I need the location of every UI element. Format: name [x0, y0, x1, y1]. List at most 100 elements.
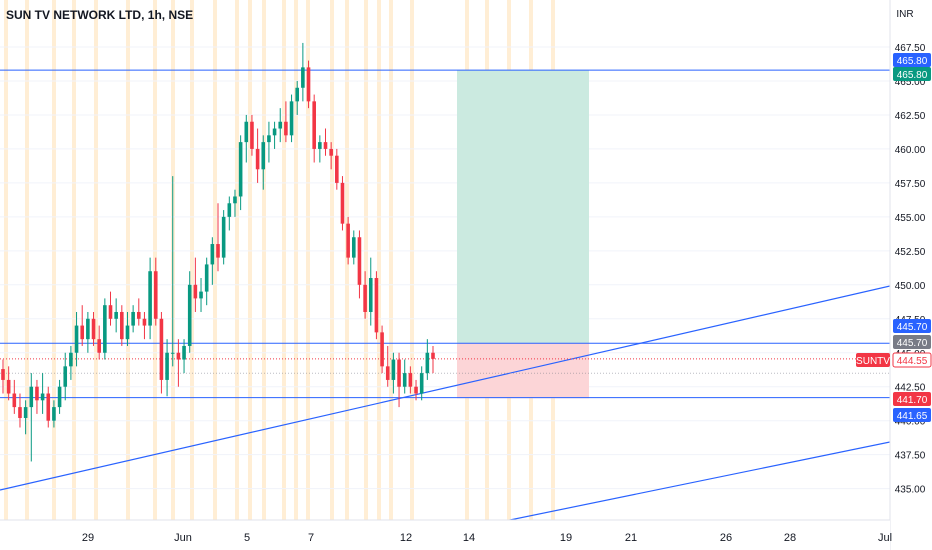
price-label-box: [893, 53, 931, 67]
candle-body: [210, 244, 215, 265]
price-label-text: 444.55: [897, 356, 928, 367]
price-axis-bg: [890, 0, 932, 550]
trend-line-lower: [504, 441, 891, 522]
candle-body: [35, 386, 39, 401]
y-tick-label: 467.50: [895, 43, 926, 54]
candle-body: [153, 271, 158, 319]
target-zone: [457, 70, 589, 344]
y-tick-label: 450.00: [895, 281, 926, 292]
candle-body: [278, 121, 283, 129]
session-band: [410, 0, 414, 520]
session-band: [153, 0, 157, 520]
candle-body: [335, 155, 339, 183]
candle-body: [340, 182, 345, 224]
candle-body: [346, 223, 350, 258]
candle-body: [18, 407, 22, 418]
candle-body: [227, 203, 232, 217]
session-band: [72, 0, 76, 520]
candle-body: [142, 318, 147, 326]
candle-body: [374, 278, 379, 333]
candle-body: [74, 325, 79, 353]
time-axis-bg: [0, 520, 890, 550]
candle-body: [414, 386, 418, 394]
candle-body: [165, 352, 169, 380]
y-tick-label: 452.50: [895, 247, 926, 258]
candle-body: [216, 244, 220, 258]
candle-body: [52, 407, 56, 421]
x-tick-label: 21: [625, 532, 637, 544]
x-tick-label: 19: [560, 532, 572, 544]
price-label-text: 441.70: [897, 395, 928, 406]
candle-body: [284, 121, 288, 136]
candle-body: [238, 142, 243, 197]
session-band: [294, 0, 298, 520]
session-band: [235, 0, 239, 520]
candle-body: [120, 311, 124, 340]
candle-body: [368, 278, 373, 312]
candle-body: [385, 366, 390, 380]
y-tick-label: 462.50: [895, 111, 926, 122]
x-tick-label: 5: [244, 532, 250, 544]
x-tick-label: 26: [720, 532, 732, 544]
candle-body: [329, 148, 333, 156]
price-label-box: [893, 67, 931, 81]
candle-body: [408, 373, 413, 387]
candle-body: [255, 148, 260, 170]
candle-body: [363, 284, 367, 312]
candle-body: [221, 216, 226, 258]
candle-body: [69, 352, 73, 367]
y-tick-label: 455.00: [895, 213, 926, 224]
candle-body: [63, 366, 68, 387]
candle-body: [131, 311, 135, 326]
stop-zone: [457, 343, 589, 399]
session-band: [306, 0, 310, 520]
price-label-box: [893, 392, 931, 406]
price-label-box: [893, 319, 931, 333]
session-band: [4, 0, 8, 520]
session-band: [213, 0, 217, 520]
candle-body: [103, 305, 107, 353]
session-band: [330, 0, 334, 520]
y-tick-label: 435.00: [895, 485, 926, 496]
y-tick-label: 457.50: [895, 179, 926, 190]
candle-body: [295, 87, 300, 102]
candle-body: [12, 393, 17, 408]
price-label-box: [893, 408, 931, 422]
candle-body: [402, 373, 407, 387]
candle-body: [29, 386, 34, 408]
candle-body: [46, 393, 51, 421]
x-tick-label: 7: [308, 532, 314, 544]
candle-body: [23, 407, 28, 418]
candle-body: [182, 345, 186, 360]
price-label-box: [892, 352, 932, 368]
price-label-text: SUNTV: [856, 356, 890, 367]
session-band: [190, 0, 194, 520]
candle-body: [6, 379, 11, 394]
candle-body: [204, 264, 209, 292]
candle-body: [425, 352, 430, 374]
session-band: [389, 0, 393, 520]
session-band: [345, 0, 349, 520]
session-band: [52, 0, 56, 520]
candle-body: [57, 386, 62, 408]
price-label-text: 465.80: [897, 70, 928, 81]
candle-body: [244, 121, 249, 143]
x-tick-label: 14: [463, 532, 475, 544]
candle-body: [1, 369, 5, 380]
y-tick-label: 465.00: [895, 77, 926, 88]
candle-body: [233, 196, 237, 204]
chart-title: SUN TV NETWORK LTD, 1h, NSE: [6, 8, 194, 22]
y-tick-label: 440.00: [895, 417, 926, 428]
candle-body: [136, 311, 141, 319]
candle-body: [159, 318, 164, 380]
candle-body: [148, 271, 152, 326]
candle-body: [318, 142, 322, 149]
candle-body: [193, 284, 198, 299]
y-tick-label: 442.50: [895, 383, 926, 394]
candle-body: [114, 311, 118, 319]
candle-body: [86, 318, 90, 340]
session-band: [94, 0, 98, 520]
candle-body: [261, 142, 266, 170]
x-tick-label: 29: [82, 532, 94, 544]
